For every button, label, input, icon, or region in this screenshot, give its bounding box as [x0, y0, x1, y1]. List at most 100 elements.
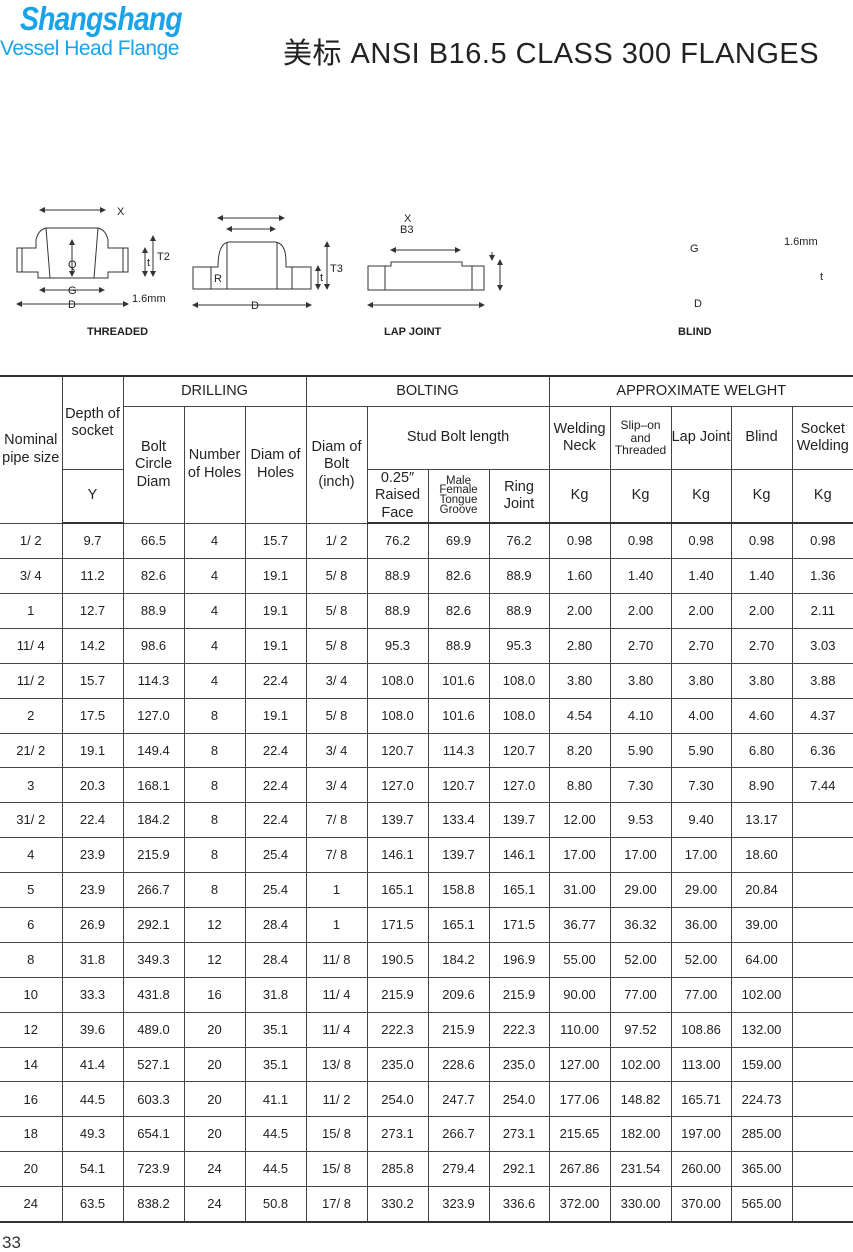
table-cell: 0.98	[609, 522, 672, 560]
table-cell: 8	[183, 837, 246, 874]
table-cell: 23.9	[61, 872, 124, 908]
lap-joint-diagram	[192, 215, 330, 308]
table-cell: 33.3	[61, 976, 124, 1013]
table-cell: 372.00	[548, 1186, 611, 1223]
table-cell: 5.90	[609, 732, 672, 769]
table-cell: 36.77	[548, 906, 611, 943]
table-cell: 22.4	[244, 662, 307, 699]
header-drilling: DRILLING	[122, 375, 307, 407]
table-cell: 82.6	[427, 558, 490, 594]
table-cell: 8	[0, 941, 63, 978]
lap-joint-caption: LAP JOINT	[384, 326, 442, 338]
table-cell: 41.4	[61, 1046, 124, 1083]
table-cell: 231.54	[609, 1151, 672, 1188]
table-cell: 15.7	[61, 662, 124, 699]
table-cell: 12.7	[61, 592, 124, 629]
table-cell: 4	[0, 837, 63, 874]
table-cell: 95.3	[488, 627, 550, 664]
table-cell: 23.9	[61, 837, 124, 874]
dim-t2-label: T2	[157, 251, 170, 263]
table-cell	[791, 1186, 853, 1223]
table-cell: 20.3	[61, 767, 124, 804]
table-cell: 120.7	[366, 732, 429, 769]
table-cell: 323.9	[427, 1186, 490, 1223]
table-cell: 2.00	[609, 592, 672, 629]
table-cell	[791, 906, 853, 943]
header-ring-joint: Ring Joint	[488, 469, 550, 525]
table-cell: 182.00	[609, 1116, 672, 1153]
table-cell: 31/ 2	[0, 802, 63, 839]
table-cell	[791, 1081, 853, 1118]
table-cell: 3.80	[609, 662, 672, 699]
table-cell: 184.2	[427, 941, 490, 978]
table-cell: 98.6	[122, 627, 185, 664]
table-cell: 7.30	[609, 767, 672, 804]
table-cell: 177.06	[548, 1081, 611, 1118]
table-cell: 3/ 4	[305, 767, 368, 804]
table-cell: 17/ 8	[305, 1186, 368, 1223]
table-cell: 190.5	[366, 941, 429, 978]
table-cell: 20	[183, 1046, 246, 1083]
table-cell: 24	[183, 1186, 246, 1223]
table-cell: 36.00	[670, 906, 732, 943]
header-kg: Kg	[548, 469, 611, 525]
table-cell: 235.0	[366, 1046, 429, 1083]
table-cell: 228.6	[427, 1046, 490, 1083]
table-cell: 1	[0, 592, 63, 629]
table-cell: 723.9	[122, 1151, 185, 1188]
table-cell: 6	[0, 906, 63, 943]
dim-d-label: D	[694, 298, 702, 310]
table-cell: 88.9	[366, 558, 429, 594]
table-cell: 113.00	[670, 1046, 732, 1083]
dim-t3-label: T3	[330, 263, 343, 275]
table-cell: 330.00	[609, 1186, 672, 1223]
table-cell: 4.37	[791, 697, 853, 734]
table-cell: 3	[0, 767, 63, 804]
table-cell: 3.80	[730, 662, 793, 699]
table-cell: 11/ 8	[305, 941, 368, 978]
table-cell: 88.9	[122, 592, 185, 629]
table-cell: 273.1	[488, 1116, 550, 1153]
table-cell: 102.00	[730, 976, 793, 1013]
table-cell	[791, 872, 853, 908]
table-cell: 28.4	[244, 906, 307, 943]
table-cell: 215.9	[427, 1011, 490, 1048]
table-cell: 336.6	[488, 1186, 550, 1223]
dim-t-label: t	[320, 272, 323, 284]
table-cell: 17.5	[61, 697, 124, 734]
table-cell: 11/ 4	[0, 627, 63, 664]
table-cell: 5.90	[670, 732, 732, 769]
table-cell: 8.20	[548, 732, 611, 769]
table-cell: 35.1	[244, 1011, 307, 1048]
table-row: 11/ 2 15.7 114.3 4 22.4 3/ 4 108.0 101.6 108.0 3.…	[0, 662, 853, 699]
table-cell: 2.00	[670, 592, 732, 629]
table-cell: 7.44	[791, 767, 853, 804]
table-cell: 3/ 4	[305, 732, 368, 769]
header-kg: Kg	[670, 469, 732, 525]
table-cell: 20	[0, 1151, 63, 1188]
table-cell: 654.1	[122, 1116, 185, 1153]
table-cell: 63.5	[61, 1186, 124, 1223]
table-cell: 29.00	[670, 872, 732, 908]
table-cell: 139.7	[427, 837, 490, 874]
table-cell: 254.0	[366, 1081, 429, 1118]
table-cell: 3.03	[791, 627, 853, 664]
table-row: 3/ 4 11.2 82.6 4 19.1 5/ 8 88.9 82.6 88.9 1.60 1.4…	[0, 558, 853, 594]
table-cell: 19.1	[61, 732, 124, 769]
table-cell: 9.40	[670, 802, 732, 839]
table-cell: 8	[183, 697, 246, 734]
table-cell: 44.5	[244, 1151, 307, 1188]
table-cell: 16	[0, 1081, 63, 1118]
table-cell: 28.4	[244, 941, 307, 978]
table-cell: 25.4	[244, 872, 307, 908]
table-cell: 15.7	[244, 522, 307, 560]
brand-tagline: Vessel Head Flange	[0, 37, 179, 60]
table-cell: 5/ 8	[305, 592, 368, 629]
table-cell: 1	[305, 872, 368, 908]
table-cell	[791, 1116, 853, 1153]
dim-t-label: t	[147, 257, 150, 269]
table-cell: 7.30	[670, 767, 732, 804]
table-cell: 3.88	[791, 662, 853, 699]
table-cell: 95.3	[366, 627, 429, 664]
